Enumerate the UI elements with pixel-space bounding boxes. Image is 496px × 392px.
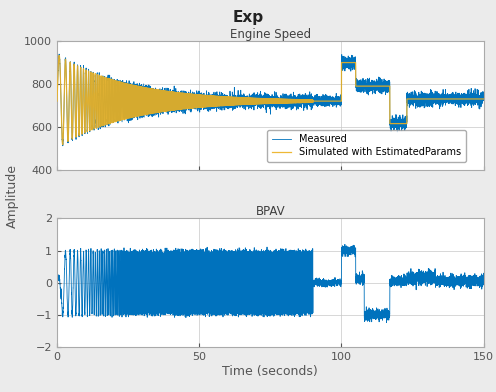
Text: Exp: Exp — [233, 10, 263, 25]
Measured — [401, 126, 407, 131]
Simulated with EstimatedParams — [60, 142, 65, 147]
Measured — [201, 96, 207, 101]
Simulated with EstimatedParams — [56, 53, 62, 58]
Measured — [54, 97, 60, 102]
Simulated with EstimatedParams — [241, 98, 247, 103]
X-axis label: Time (seconds): Time (seconds) — [222, 365, 318, 377]
Measured — [60, 143, 66, 148]
Simulated with EstimatedParams — [481, 96, 487, 101]
Measured — [481, 98, 487, 102]
Measured — [149, 90, 155, 94]
Simulated with EstimatedParams — [65, 138, 71, 143]
Measured — [81, 123, 87, 127]
Line: Measured: Measured — [57, 54, 484, 146]
Title: BPAV: BPAV — [255, 205, 285, 218]
Text: Amplitude: Amplitude — [6, 164, 19, 228]
Measured — [56, 52, 62, 56]
Simulated with EstimatedParams — [54, 99, 60, 103]
Line: Simulated with EstimatedParams: Simulated with EstimatedParams — [57, 55, 484, 145]
Measured — [65, 140, 71, 145]
Simulated with EstimatedParams — [201, 96, 207, 101]
Simulated with EstimatedParams — [401, 121, 407, 126]
Title: Engine Speed: Engine Speed — [230, 28, 311, 41]
Legend: Measured, Simulated with EstimatedParams: Measured, Simulated with EstimatedParams — [267, 130, 466, 162]
Simulated with EstimatedParams — [149, 87, 155, 91]
Measured — [241, 96, 247, 100]
Simulated with EstimatedParams — [81, 122, 87, 127]
